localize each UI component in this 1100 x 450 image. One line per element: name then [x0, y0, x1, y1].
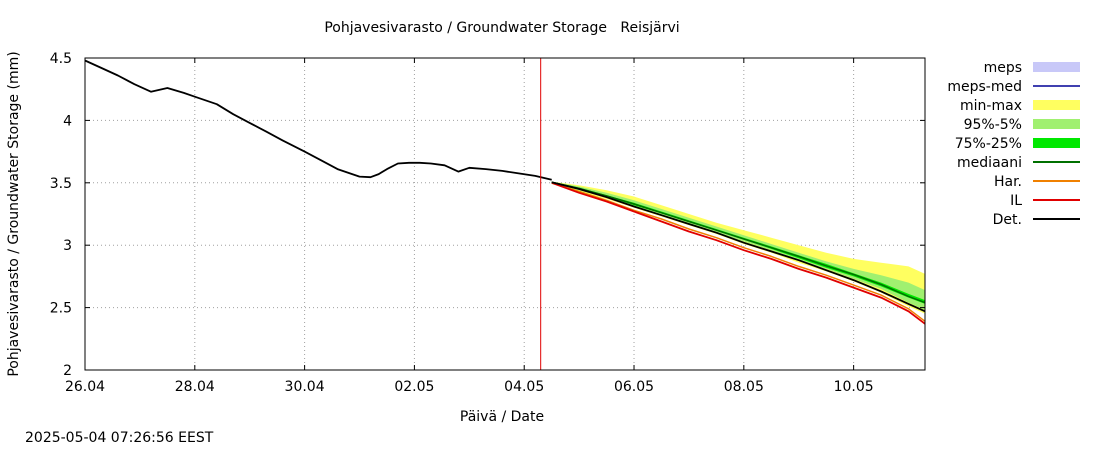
series-mediaani [551, 181, 926, 304]
x-tick-label: 26.04 [65, 379, 105, 395]
y-tick-label: 3 [63, 238, 72, 254]
x-tick-label: 06.05 [614, 379, 654, 395]
legend-label: mediaani [957, 155, 1022, 171]
timestamp: 2025-05-04 07:26:56 EEST [25, 430, 214, 446]
legend-label: min-max [960, 98, 1022, 114]
legend-label: IL [1010, 193, 1022, 209]
series-il [551, 181, 926, 325]
series-det-history [84, 59, 552, 181]
plot-frame [84, 57, 926, 371]
x-tick-label: 10.05 [834, 379, 874, 395]
x-tick-label: 04.05 [504, 379, 544, 395]
x-tick-label: 30.04 [285, 379, 325, 395]
y-tick-label: 2.5 [50, 301, 72, 317]
x-axis-label: Päivä / Date [460, 409, 544, 425]
legend-label: meps-med [947, 79, 1022, 95]
legend-swatch [1033, 100, 1080, 110]
legend-swatch [1033, 62, 1080, 72]
y-tick-label: 2 [63, 363, 72, 379]
x-tick-label: 08.05 [724, 379, 764, 395]
y-tick-label: 3.5 [50, 176, 72, 192]
series-det-forecast [551, 181, 926, 313]
x-tick-label: 28.04 [175, 379, 215, 395]
y-tick-label: 4.5 [50, 51, 72, 67]
series-har [551, 182, 926, 322]
grid [84, 57, 925, 371]
legend-label: Har. [994, 174, 1022, 190]
series-lines [84, 58, 926, 370]
y-tick-label: 4 [63, 113, 72, 129]
legend-label: 75%-25% [955, 136, 1022, 152]
legend-swatch [1033, 119, 1080, 129]
legend-swatch [1033, 138, 1080, 148]
y-axis-label: Pohjavesivarasto / Groundwater Storage (… [6, 51, 22, 376]
axis-ticks: 26.04 28.04 30.04 02.05 04.05 06.05 08.05 10.05… [50, 51, 925, 395]
chart-title: Pohjavesivarasto / Groundwater Storage R… [324, 20, 679, 36]
legend-label: 95%-5% [964, 117, 1022, 133]
legend-label: meps [984, 60, 1022, 76]
x-tick-label: 02.05 [394, 379, 434, 395]
legend-label: Det. [993, 212, 1022, 228]
legend: meps meps-med min-max 95%-5% 75%-25% mediaani… [947, 60, 1080, 228]
